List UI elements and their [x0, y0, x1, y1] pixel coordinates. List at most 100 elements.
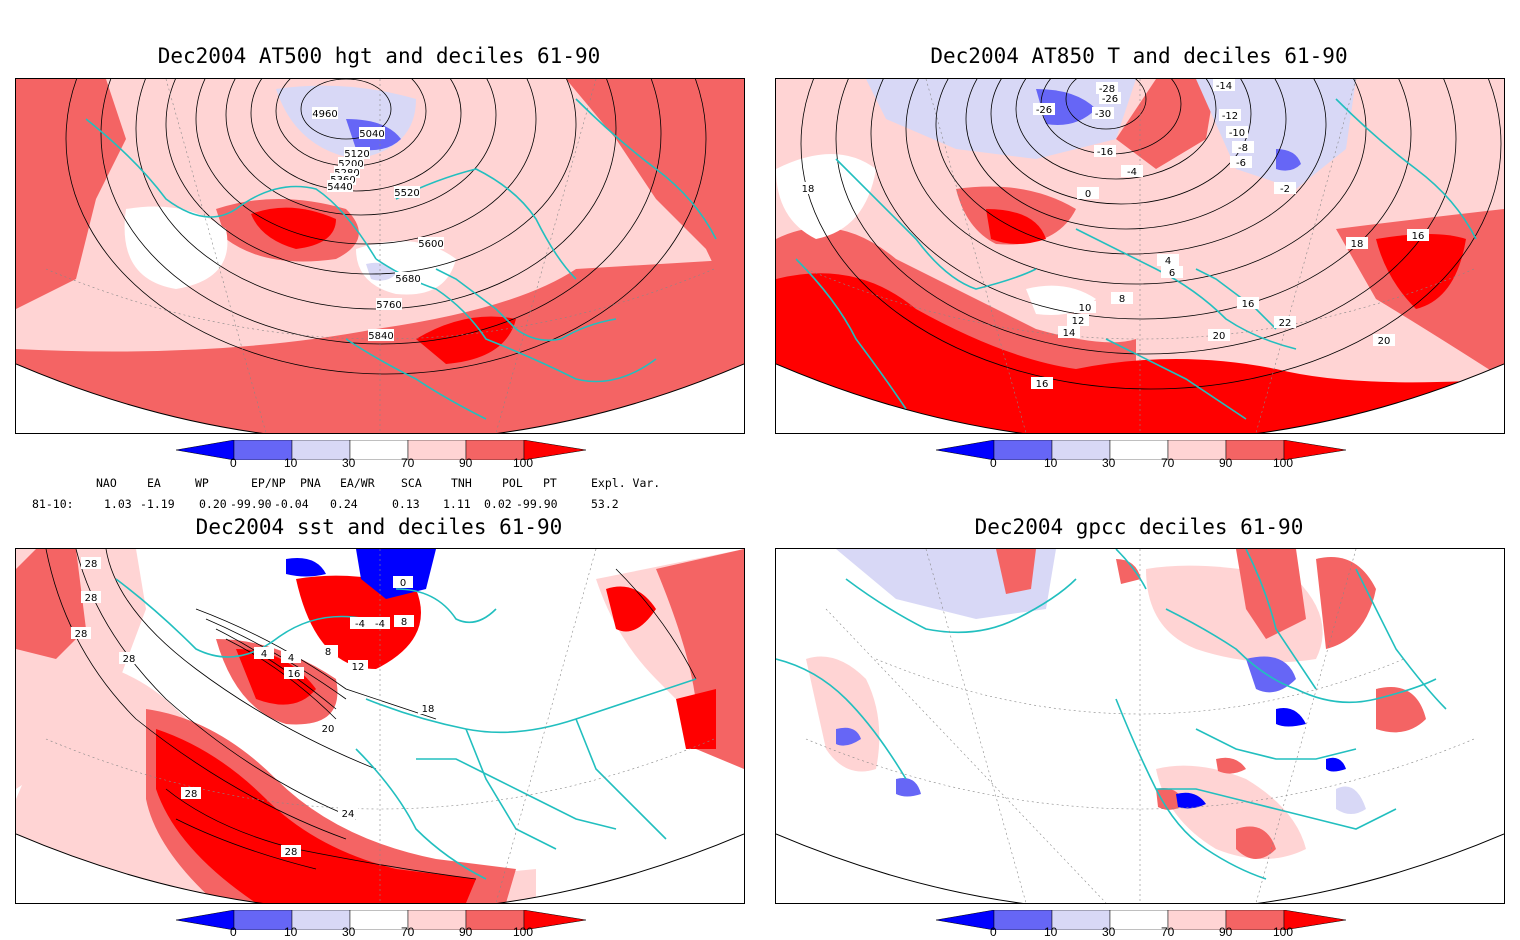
- colorbar-label: 90: [459, 456, 473, 470]
- svg-text:28: 28: [123, 654, 136, 665]
- contour-label: 4: [1157, 254, 1179, 267]
- colorbar-hgt: 0 10 30 70 90 100: [175, 439, 587, 480]
- index-value: 0.20: [199, 497, 227, 511]
- colorbar-label: 30: [342, 456, 356, 470]
- svg-text:16: 16: [288, 669, 301, 680]
- contour-label: 0: [1077, 187, 1099, 200]
- svg-text:28: 28: [185, 789, 198, 800]
- contour-label: -8: [1232, 141, 1254, 154]
- colorbar-label: 70: [401, 456, 415, 470]
- index-header: Expl. Var.: [591, 476, 661, 490]
- svg-text:18: 18: [422, 704, 435, 715]
- contour-label: 14: [1058, 326, 1080, 339]
- colorbar-swatches: [175, 909, 587, 931]
- contour-label: -10: [1226, 126, 1248, 139]
- svg-text:-2: -2: [1280, 184, 1290, 195]
- panel-title-gpcc: Dec2004 gpcc deciles 61-90: [974, 515, 1304, 539]
- contour-label: 5600: [418, 237, 444, 250]
- contour-label: -4: [370, 617, 390, 630]
- contour-label: 4: [254, 647, 274, 660]
- contour-label: 5520: [394, 186, 420, 199]
- svg-text:28: 28: [75, 629, 88, 640]
- colorbar-label: 100: [1273, 925, 1294, 939]
- svg-text:0: 0: [1085, 189, 1091, 200]
- contour-label: 8: [394, 615, 414, 628]
- svg-text:-4: -4: [1127, 167, 1137, 178]
- svg-text:4960: 4960: [312, 109, 337, 120]
- index-value: 0.02: [484, 497, 512, 511]
- svg-text:-16: -16: [1097, 147, 1113, 158]
- index-header: EA/WR: [340, 476, 375, 490]
- svg-text:-28: -28: [1099, 84, 1115, 95]
- contour-label: 18: [1346, 237, 1368, 250]
- contour-label: -30: [1092, 107, 1114, 120]
- svg-text:12: 12: [1072, 316, 1085, 327]
- colorbar-label: 70: [1161, 456, 1175, 470]
- svg-text:28: 28: [285, 847, 298, 858]
- svg-text:5120: 5120: [344, 149, 369, 160]
- index-value: 53.2: [591, 497, 619, 511]
- colorbar-label: 0: [230, 925, 237, 939]
- svg-text:5680: 5680: [395, 274, 420, 285]
- svg-text:20: 20: [1378, 336, 1391, 347]
- colorbar-sst: 0 10 30 70 90 100: [175, 909, 587, 940]
- svg-text:4: 4: [261, 649, 267, 660]
- contour-label: -2: [1274, 182, 1296, 195]
- svg-text:5520: 5520: [394, 188, 419, 199]
- panel-title-sst: Dec2004 sst and deciles 61-90: [195, 515, 563, 539]
- colorbar-label: 10: [1044, 925, 1058, 939]
- map-sst: 28 28 28 28 0 4 8 12 16 20 24 28 28 18 8…: [15, 548, 745, 904]
- svg-text:5600: 5600: [418, 239, 443, 250]
- colorbar-t850: 0 10 30 70 90 100: [935, 439, 1347, 480]
- colorbar-label: 10: [284, 456, 298, 470]
- map-t850: -26 -28 -26 -30 -16 -14 -12 -10 -8 -6 -4…: [775, 78, 1505, 434]
- colorbar-swatches: [935, 909, 1347, 931]
- svg-text:-4: -4: [355, 619, 365, 630]
- svg-text:28: 28: [85, 593, 98, 604]
- index-value: 0.13: [392, 497, 420, 511]
- colorbar-label: 30: [1102, 925, 1116, 939]
- contour-label: 16: [1407, 229, 1429, 242]
- map-gpcc: [775, 548, 1505, 904]
- svg-text:5760: 5760: [376, 300, 401, 311]
- contour-label: 24: [338, 807, 358, 820]
- contour-label: 28: [81, 591, 101, 604]
- contour-label: 4: [281, 651, 301, 664]
- contour-label: 6: [1161, 266, 1183, 279]
- colorbar-label: 70: [401, 925, 415, 939]
- svg-text:-14: -14: [1216, 81, 1232, 92]
- contour-label: 16: [1031, 377, 1053, 390]
- svg-text:5200: 5200: [338, 159, 363, 170]
- colorbar-label: 10: [284, 925, 298, 939]
- svg-text:8: 8: [401, 617, 407, 628]
- index-value: -99.90: [516, 497, 558, 511]
- contour-label: 12: [348, 660, 368, 673]
- index-value: 1.03: [104, 497, 132, 511]
- svg-text:-12: -12: [1222, 111, 1238, 122]
- svg-text:20: 20: [322, 724, 335, 735]
- contour-label: 12: [1067, 314, 1089, 327]
- svg-text:-30: -30: [1095, 109, 1111, 120]
- index-value: -1.19: [140, 497, 175, 511]
- colorbar-label: 90: [1219, 925, 1233, 939]
- contour-label: 5440: [327, 180, 353, 193]
- index-header: SCA: [401, 476, 422, 490]
- svg-text:4: 4: [1165, 256, 1171, 267]
- svg-text:24: 24: [342, 809, 355, 820]
- contour-label: 28: [81, 557, 101, 570]
- contour-label: -14: [1213, 79, 1235, 92]
- contour-label: 5040: [359, 127, 385, 140]
- contour-label: 0: [393, 576, 413, 589]
- svg-text:-4: -4: [375, 619, 385, 630]
- svg-text:-6: -6: [1236, 158, 1246, 169]
- contour-label: -6: [1230, 156, 1252, 169]
- contour-label: -26: [1099, 92, 1121, 105]
- colorbar-gpcc: 0 10 30 70 90 100: [935, 909, 1347, 940]
- index-header: PT: [543, 476, 557, 490]
- contour-label: 4960: [312, 107, 338, 120]
- contour-label: 8: [1111, 292, 1133, 305]
- svg-text:8: 8: [325, 647, 331, 658]
- panel-title-hgt: Dec2004 AT500 hgt and deciles 61-90: [157, 44, 601, 68]
- svg-text:0: 0: [400, 578, 406, 589]
- contour-label: 16: [284, 667, 304, 680]
